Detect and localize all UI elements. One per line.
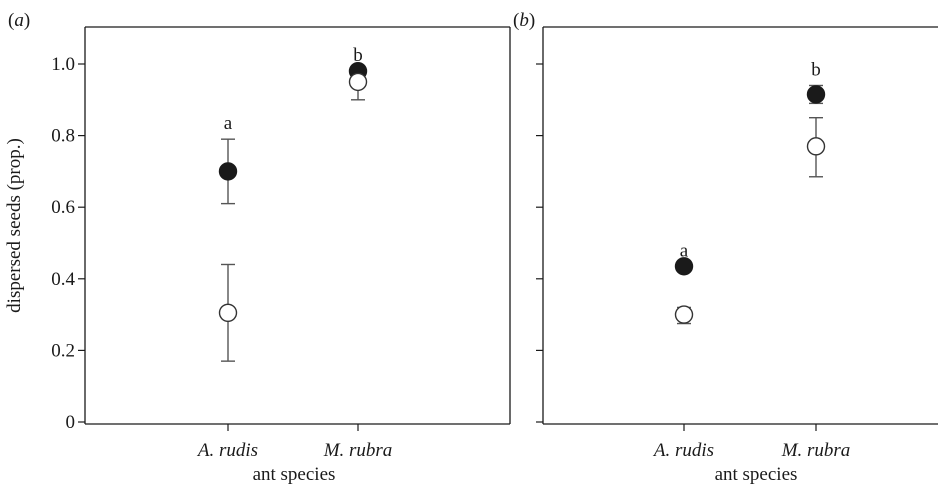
significance-letter: b (353, 45, 363, 66)
x-axis-title: ant species (253, 464, 336, 485)
significance-letter: a (224, 113, 233, 134)
panel-b: A. rudis M. rubra ant species (b) a b (513, 10, 938, 485)
data-point-filled (806, 85, 826, 104)
y-tick-label: 0.2 (51, 340, 75, 361)
panel-label: (a) (8, 10, 30, 31)
y-tick-label: 0.8 (51, 126, 75, 147)
x-tick-label: A. rudis (196, 440, 258, 461)
y-tick-label: 0 (66, 412, 76, 433)
data-point-open (348, 72, 368, 92)
x-tick-label: A. rudis (652, 440, 714, 461)
y-tick-label: 0.6 (51, 197, 75, 218)
x-axis-title: ant species (715, 464, 798, 485)
y-tick-label: 0.4 (51, 269, 75, 290)
data-point-open (218, 303, 238, 323)
x-tick-label: M. rubra (781, 440, 851, 461)
x-tick-label: M. rubra (323, 440, 393, 461)
panel-label: (b) (513, 10, 535, 31)
data-point-filled (218, 162, 238, 181)
significance-letter: a (680, 240, 689, 261)
data-point-filled (674, 257, 694, 276)
data-point-open (674, 305, 694, 324)
y-tick-label: 1.0 (51, 54, 75, 75)
data-point-open (806, 137, 826, 156)
y-axis-title: dispersed seeds (prop.) (4, 138, 25, 313)
panel-a: 0 0.2 0.4 0.6 0.8 1.0 A. rudis M. rubra ant spec… (4, 10, 511, 485)
significance-letter: b (811, 59, 821, 80)
